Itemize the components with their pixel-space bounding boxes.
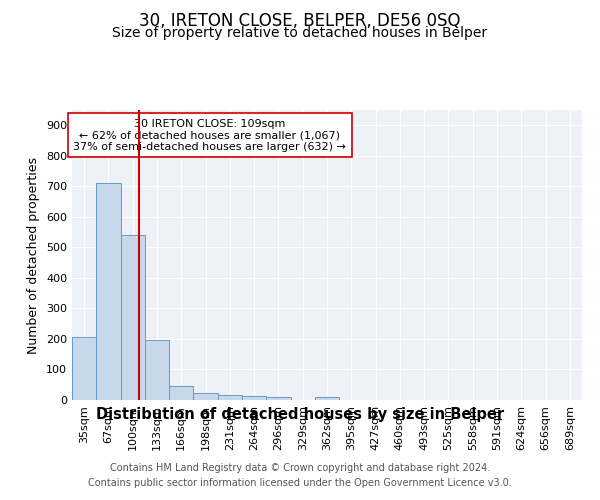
Bar [218, 395, 242, 400]
Bar [193, 394, 218, 400]
Y-axis label: Number of detached properties: Number of detached properties [28, 156, 40, 354]
Text: Contains HM Land Registry data © Crown copyright and database right 2024.
Contai: Contains HM Land Registry data © Crown c… [88, 462, 512, 487]
Bar [72, 338, 96, 400]
Text: Size of property relative to detached houses in Belper: Size of property relative to detached ho… [112, 26, 488, 40]
Bar [121, 235, 145, 400]
Text: 30, IRETON CLOSE, BELPER, DE56 0SQ: 30, IRETON CLOSE, BELPER, DE56 0SQ [139, 12, 461, 30]
Text: Distribution of detached houses by size in Belper: Distribution of detached houses by size … [96, 408, 504, 422]
Bar [315, 398, 339, 400]
Bar [242, 396, 266, 400]
Bar [145, 340, 169, 400]
Bar [266, 398, 290, 400]
Text: 30 IRETON CLOSE: 109sqm
← 62% of detached houses are smaller (1,067)
37% of semi: 30 IRETON CLOSE: 109sqm ← 62% of detache… [73, 118, 346, 152]
Bar [96, 184, 121, 400]
Bar [169, 386, 193, 400]
